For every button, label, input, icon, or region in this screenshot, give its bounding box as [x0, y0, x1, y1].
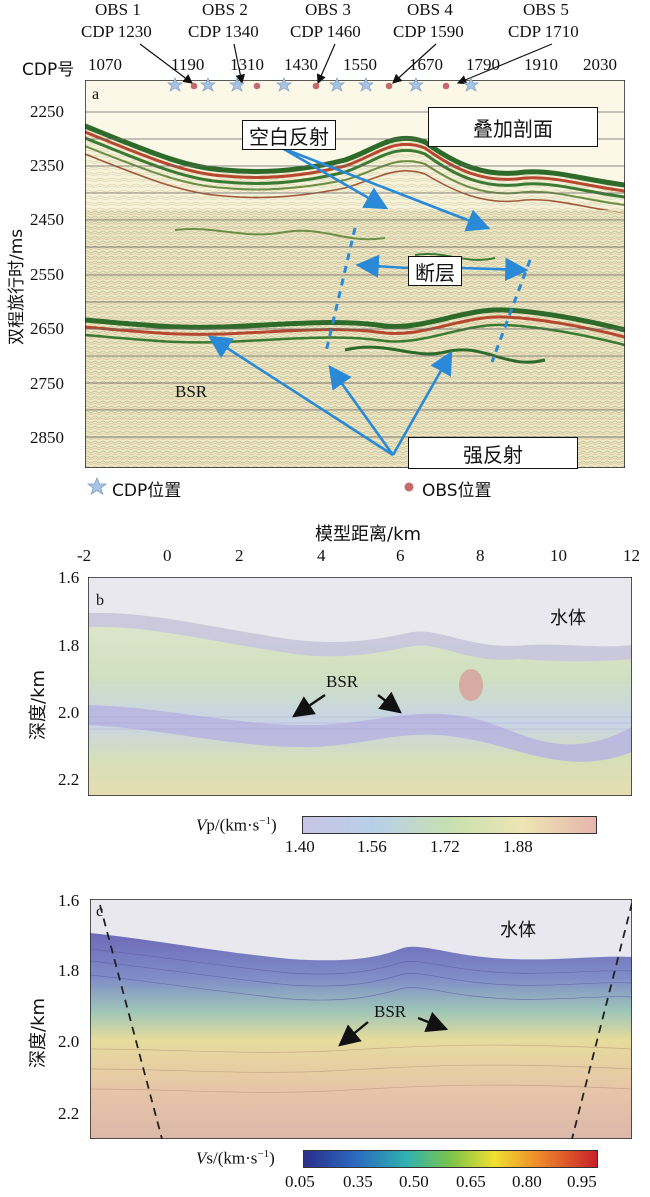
bsr-label-c: BSR: [374, 1002, 407, 1021]
panel-b-arrows: [292, 691, 402, 718]
distance-tick: 8: [476, 546, 485, 565]
bsr-label-b: BSR: [326, 672, 359, 691]
cdp-tick: 1070: [88, 55, 122, 74]
time-tick: 2550: [30, 265, 64, 284]
cdp-axis-label: CDP号: [22, 60, 75, 80]
obs-2-cdp: CDP 1340: [188, 22, 259, 41]
obs-3-label: OBS 3: [305, 0, 351, 19]
vp-colorbar-label: Vp/(km·s−1): [196, 815, 277, 836]
vs-colorbar: [303, 1150, 598, 1168]
vs-tick: 0.50: [399, 1172, 429, 1191]
vp-label-suffix: p/(km·s: [206, 815, 260, 835]
time-tick: 2850: [30, 428, 64, 447]
time-tick: 2250: [30, 102, 64, 121]
vs-label-close: ): [269, 1148, 275, 1168]
vp-tick: 1.72: [430, 837, 460, 856]
legend-star-icon: [86, 476, 108, 496]
vs-label-prefix: V: [196, 1148, 207, 1168]
vs-tick: 0.65: [456, 1172, 486, 1191]
depth-tick: 1.6: [58, 568, 80, 587]
panel-b-letter: b: [96, 592, 104, 609]
vp-label-sup: −1: [259, 815, 271, 827]
distance-tick: 0: [163, 546, 172, 565]
cdp-tick: 1430: [284, 55, 318, 74]
obs-4-cdp: CDP 1590: [393, 22, 464, 41]
stack-section-label: 叠加剖面: [428, 107, 598, 147]
cdp-star-markers: [166, 77, 480, 92]
time-tick: 2750: [30, 374, 64, 393]
vs-label-suffix: s/(km·s: [206, 1148, 258, 1168]
cdp-tick: 1670: [409, 55, 443, 74]
blank-reflection-label: 空白反射: [242, 120, 336, 150]
depth-tick: 2.2: [58, 1104, 80, 1123]
distance-tick: 2: [235, 546, 244, 565]
time-tick: 2350: [30, 156, 64, 175]
obs-2-label: OBS 2: [202, 0, 248, 19]
vs-tick: 0.05: [285, 1172, 315, 1191]
panel-c-letter: c: [96, 903, 104, 920]
cdp-tick: 1190: [171, 55, 205, 74]
bsr-label-a: BSR: [175, 382, 208, 401]
vp-tick: 1.88: [503, 837, 533, 856]
water-label-b: 水体: [550, 608, 586, 629]
panel-a-letter: a: [92, 86, 100, 103]
cdp-tick: 2030: [583, 55, 617, 74]
legend-obs: OBS位置: [422, 481, 492, 501]
cdp-tick: 1550: [343, 55, 377, 74]
fault-label: 断层: [408, 256, 462, 286]
obs-5-label: OBS 5: [523, 0, 569, 19]
vs-label-sup: −1: [257, 1148, 270, 1160]
obs-1-label: OBS 1: [95, 0, 141, 19]
depth-tick: 1.8: [58, 636, 80, 655]
vs-tick: 0.95: [567, 1172, 597, 1191]
distance-tick: 12: [623, 546, 640, 565]
strong-reflection-label: 强反射: [408, 437, 578, 469]
vs-model: [90, 899, 632, 1139]
cdp-tick: 1310: [230, 55, 264, 74]
depth-tick: 2.0: [58, 1032, 80, 1051]
depth-tick: 1.6: [58, 891, 80, 910]
depth-tick: 2.0: [58, 703, 80, 722]
obs-3-cdp: CDP 1460: [290, 22, 361, 41]
x-axis-label: 模型距离/km: [315, 524, 422, 545]
vs-tick: 0.80: [512, 1172, 542, 1191]
distance-tick: -2: [77, 546, 92, 565]
depth-tick: 1.8: [58, 961, 80, 980]
legend-cdp: CDP位置: [112, 481, 182, 501]
vs-tick: 0.35: [343, 1172, 373, 1191]
vp-label-prefix: V: [196, 815, 207, 835]
depth-tick: 2.2: [58, 770, 80, 789]
obs-5-cdp: CDP 1710: [508, 22, 579, 41]
vp-colorbar: [302, 816, 597, 834]
water-label-c: 水体: [500, 920, 536, 941]
panel-a-overlay: [86, 43, 553, 496]
obs-4-label: OBS 4: [407, 0, 453, 19]
vp-tick: 1.56: [357, 837, 387, 856]
panel-c-arrows: [338, 1011, 449, 1047]
vs-colorbar-label: Vs/(km·s−1): [196, 1148, 275, 1169]
cdp-tick: 1910: [524, 55, 558, 74]
legend-dot-icon: [404, 482, 414, 492]
distance-tick: 6: [396, 546, 405, 565]
vp-tick: 1.40: [285, 837, 315, 856]
distance-tick: 4: [317, 546, 326, 565]
time-tick: 2450: [30, 210, 64, 229]
vp-label-close: ): [271, 815, 277, 835]
obs-dot-markers: [190, 82, 450, 90]
time-tick: 2650: [30, 319, 64, 338]
obs-1-cdp: CDP 1230: [81, 22, 152, 41]
distance-tick: 10: [550, 546, 567, 565]
vp-model: [88, 577, 632, 796]
